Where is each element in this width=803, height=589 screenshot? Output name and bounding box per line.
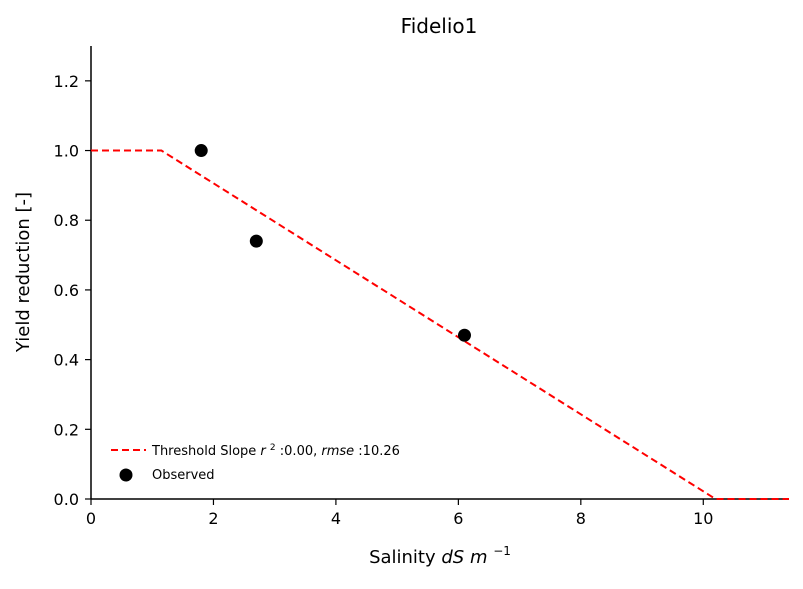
x-axis-label-unit: dS m	[441, 547, 487, 568]
legend-r2-superscript: 2	[270, 443, 276, 453]
observed-point	[194, 144, 208, 158]
x-tick-label: 10	[693, 509, 713, 528]
plot-area	[91, 144, 789, 500]
observed-point	[249, 234, 263, 248]
y-tick-label: 1.0	[54, 142, 79, 161]
y-tick-label: 0.4	[54, 351, 79, 370]
y-tick-label: 0.6	[54, 281, 79, 300]
threshold-slope-line	[91, 149, 789, 500]
legend-r2-value: :0.00,	[280, 444, 322, 459]
y-tick-label: 0.8	[54, 211, 79, 230]
y-axis-label: Yield reduction [-]	[13, 192, 34, 353]
y-tick-label: 0.0	[54, 490, 79, 509]
x-tick-label: 6	[453, 509, 463, 528]
x-tick-label: 2	[208, 509, 218, 528]
legend-threshold-prefix: Threshold Slope	[151, 444, 260, 459]
legend-entry-threshold-slope: Threshold Slope r 2 :0.00, rmse :10.26	[151, 439, 400, 459]
legend-rmse-value: :10.26	[358, 444, 400, 459]
legend-rmse-label: rmse	[321, 444, 354, 459]
chart-title: Fidelio1	[401, 14, 478, 38]
legend-scatter-marker	[119, 468, 133, 482]
x-tick-label: 4	[331, 509, 341, 528]
legend: Threshold Slope r 2 :0.00, rmse :10.26 O…	[111, 439, 400, 483]
x-axis-label: Salinity dS m −1	[369, 544, 511, 568]
x-axis-label-prefix: Salinity	[369, 547, 441, 568]
observed-point	[457, 328, 471, 342]
x-axis-label-superscript: −1	[493, 544, 511, 558]
x-tick-label: 8	[576, 509, 586, 528]
axes: 0 2 4 6 8 10 0.0 0.2 0.4 0.6 0.8 1.0 1.2	[54, 46, 789, 528]
legend-entry-observed: Observed	[152, 468, 215, 483]
y-tick-label: 0.2	[54, 420, 79, 439]
x-tick-label: 0	[86, 509, 96, 528]
y-tick-label: 1.2	[54, 72, 79, 91]
legend-r2-label: r	[260, 444, 267, 459]
